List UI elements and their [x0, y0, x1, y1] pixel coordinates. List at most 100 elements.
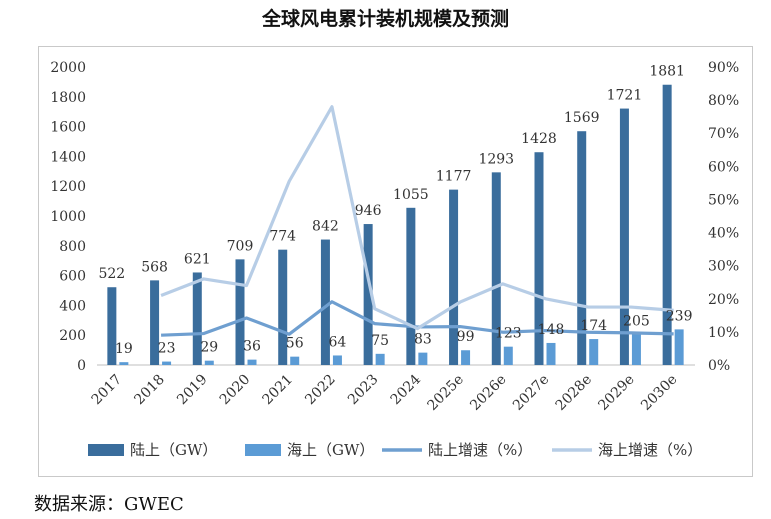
- onshore-bar: [192, 272, 202, 365]
- x-tick-label: 2021: [260, 372, 297, 409]
- onshore-bar: [491, 172, 501, 365]
- x-tick-label: 2024: [388, 371, 425, 408]
- x-tick-label: 2019: [174, 372, 211, 409]
- x-tick-label: 2028e: [553, 372, 595, 414]
- offshore-data-label: 239: [666, 308, 693, 324]
- y-left-tick-label: 1400: [50, 149, 86, 165]
- offshore-bar: [589, 339, 599, 365]
- onshore-data-label: 1569: [564, 110, 600, 126]
- offshore-bar: [461, 350, 471, 365]
- offshore-growth-line: [160, 105, 674, 331]
- onshore-data-label: 774: [269, 229, 296, 245]
- y-left-tick-label: 1000: [50, 209, 86, 225]
- onshore-data-label: 568: [141, 259, 168, 275]
- onshore-data-label: 621: [184, 251, 211, 267]
- offshore-bar: [674, 329, 684, 365]
- y-left-tick-label: 1600: [50, 120, 86, 136]
- legend-label: 陆上增速（%）: [428, 441, 532, 459]
- chart-frame: [38, 46, 753, 477]
- onshore-bar: [363, 224, 373, 365]
- offshore-bar: [204, 360, 214, 365]
- onshore-bar: [320, 239, 330, 365]
- offshore-bar: [332, 355, 342, 365]
- y-left-tick-label: 200: [59, 328, 86, 344]
- x-tick-label: 2023: [345, 372, 382, 409]
- onshore-data-label: 1293: [478, 151, 514, 167]
- y-right-tick-label: 70%: [708, 126, 739, 142]
- onshore-bar: [235, 259, 245, 365]
- offshore-bar: [503, 346, 513, 365]
- y-left-tick-label: 2000: [50, 60, 86, 76]
- offshore-data-label: 19: [115, 341, 133, 357]
- y-left-tick-label: 0: [77, 358, 86, 374]
- y-left-tick-label: 600: [59, 269, 86, 285]
- y-left-tick-label: 400: [59, 298, 86, 314]
- onshore-bar: [619, 108, 629, 366]
- x-tick-label: 2027e: [510, 372, 552, 414]
- offshore-bar: [290, 356, 300, 365]
- offshore-data-label: 123: [495, 326, 522, 342]
- offshore-bar: [546, 342, 556, 365]
- legend-swatch: [88, 444, 124, 456]
- x-tick-label: 2025e: [425, 372, 467, 414]
- x-tick-label: 2030e: [638, 372, 680, 414]
- legend-swatch: [245, 444, 281, 456]
- y-right-tick-label: 60%: [708, 159, 739, 175]
- offshore-bar: [119, 362, 129, 365]
- chart-title: 全球风电累计装机规模及预测: [261, 8, 509, 30]
- y-right-tick-label: 40%: [708, 226, 739, 242]
- offshore-bar: [631, 334, 641, 365]
- y-right-tick-label: 30%: [708, 259, 739, 275]
- onshore-data-label: 842: [312, 219, 339, 235]
- offshore-bar: [162, 361, 172, 365]
- offshore-data-label: 23: [158, 341, 176, 357]
- onshore-bar: [662, 84, 672, 365]
- offshore-data-label: 36: [243, 339, 261, 355]
- y-right-tick-label: 80%: [708, 93, 739, 109]
- legend-label: 海上（GW）: [287, 441, 374, 459]
- onshore-data-label: 522: [98, 266, 125, 282]
- y-left-tick-label: 1800: [50, 90, 86, 106]
- onshore-data-label: 1881: [649, 64, 685, 80]
- y-right-tick-label: 90%: [708, 60, 739, 76]
- onshore-bar: [577, 131, 587, 365]
- offshore-bar: [247, 359, 257, 365]
- offshore-data-label: 205: [623, 313, 650, 329]
- onshore-bar: [406, 207, 416, 365]
- y-left-tick-label: 1200: [50, 179, 86, 195]
- onshore-data-label: 946: [355, 203, 382, 219]
- offshore-data-label: 148: [538, 322, 565, 338]
- onshore-data-label: 1177: [436, 169, 472, 185]
- x-tick-label: 2017: [89, 372, 126, 409]
- legend-label: 海上增速（%）: [598, 441, 702, 459]
- offshore-bar: [375, 353, 385, 365]
- offshore-bar: [418, 352, 428, 365]
- onshore-bar: [449, 189, 459, 365]
- offshore-data-label: 174: [580, 318, 607, 334]
- y-right-tick-label: 10%: [708, 325, 739, 341]
- x-tick-label: 2018: [131, 372, 168, 409]
- x-tick-label: 2020: [217, 372, 254, 409]
- x-tick-label: 2022: [302, 372, 339, 409]
- onshore-bar: [534, 152, 544, 365]
- onshore-bar: [150, 280, 160, 365]
- offshore-data-label: 75: [371, 333, 389, 349]
- offshore-data-label: 83: [414, 332, 432, 348]
- onshore-data-label: 709: [227, 238, 254, 254]
- onshore-bar: [278, 249, 288, 365]
- x-tick-label: 2026e: [467, 372, 509, 414]
- onshore-data-label: 1055: [393, 187, 429, 203]
- offshore-data-label: 29: [200, 340, 218, 356]
- source-note: 数据来源：GWEC: [34, 494, 184, 515]
- y-left-tick-label: 800: [59, 239, 86, 255]
- onshore-data-label: 1428: [521, 131, 557, 147]
- onshore-bar: [107, 287, 117, 365]
- onshore-data-label: 1721: [607, 88, 643, 104]
- offshore-data-label: 64: [329, 334, 347, 350]
- x-tick-label: 2029e: [595, 372, 637, 414]
- legend-label: 陆上（GW）: [130, 441, 217, 459]
- y-right-tick-label: 20%: [708, 292, 739, 308]
- offshore-data-label: 56: [286, 336, 304, 352]
- offshore-data-label: 99: [457, 329, 475, 345]
